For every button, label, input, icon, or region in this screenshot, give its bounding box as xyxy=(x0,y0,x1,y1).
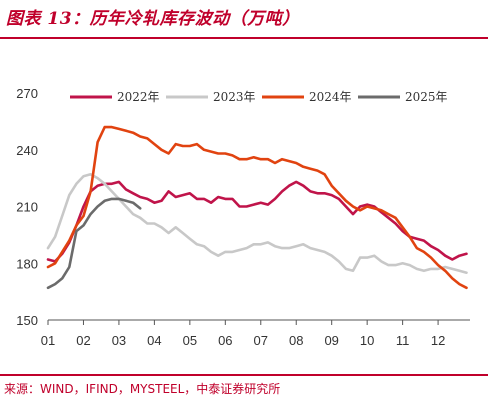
x-tick-label: 11 xyxy=(396,333,410,348)
footer-rule xyxy=(0,374,488,376)
legend: 2022年 2023年 2024年 2025年 xyxy=(70,90,448,104)
series-line-1 xyxy=(46,180,468,263)
legend-label: 2024年 xyxy=(309,90,352,104)
x-tick-label: 04 xyxy=(147,333,161,348)
x-tick-label: 10 xyxy=(360,333,374,348)
x-tick-label: 05 xyxy=(183,333,197,348)
line-chart: 150 180 210 240 270 01 02 03 04 05 06 07 08 09 10 11 12… xyxy=(16,86,470,348)
y-tick-label: 210 xyxy=(16,200,38,215)
chart-title: 图表 13：历年冷轧库存波动（万吨） xyxy=(6,9,300,29)
x-tick-label: 06 xyxy=(218,333,232,348)
legend-label: 2022年 xyxy=(117,90,160,104)
y-tick-label: 240 xyxy=(16,143,38,158)
y-tick-label: 270 xyxy=(16,86,38,101)
x-tick-label: 09 xyxy=(324,333,338,348)
x-tick-label: 12 xyxy=(431,333,445,348)
series-line-3 xyxy=(46,125,468,290)
legend-label: 2025年 xyxy=(405,90,448,104)
series-line-2 xyxy=(46,173,468,275)
y-tick-labels: 150 180 210 240 270 xyxy=(16,86,38,328)
x-tick-labels: 01 02 03 04 05 06 07 08 09 10 11 12 xyxy=(41,320,445,348)
series-lines xyxy=(46,125,468,290)
y-tick-label: 150 xyxy=(16,313,38,328)
title-underline xyxy=(0,37,488,39)
source-note: 来源：WIND，IFIND，MYSTEEL，中泰证券研究所 xyxy=(4,382,281,396)
x-tick-label: 03 xyxy=(112,333,126,348)
legend-label: 2023年 xyxy=(213,90,256,104)
series-line-4 xyxy=(46,197,142,290)
x-tick-label: 02 xyxy=(76,333,90,348)
y-tick-label: 180 xyxy=(16,256,38,271)
x-tick-label: 08 xyxy=(289,333,303,348)
x-tick-label: 01 xyxy=(41,333,55,348)
x-tick-label: 07 xyxy=(254,333,268,348)
